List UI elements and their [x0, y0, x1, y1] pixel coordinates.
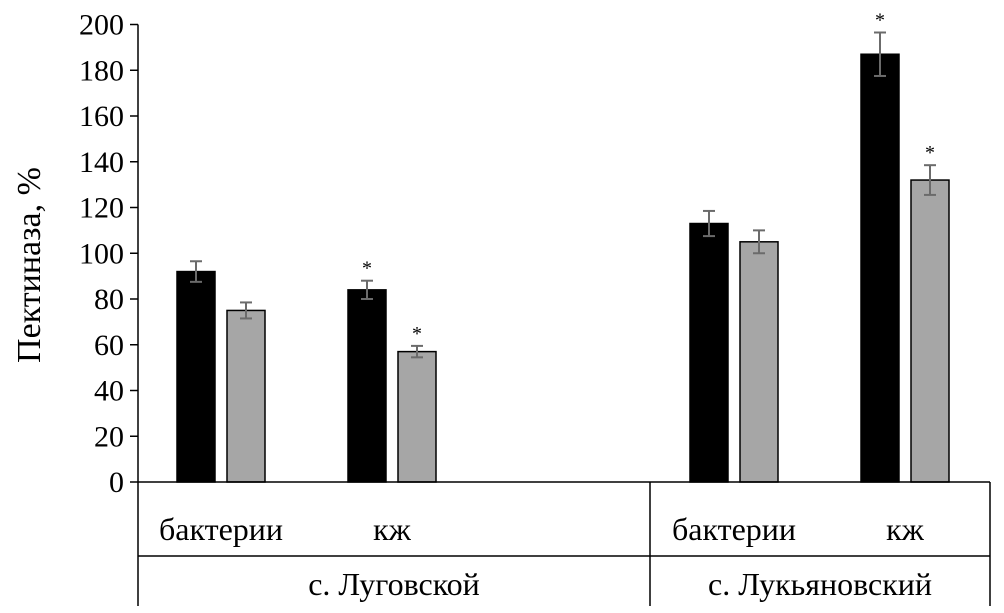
significance-mark: * — [362, 258, 372, 280]
bar — [860, 53, 900, 483]
bar — [739, 241, 779, 483]
category-label: кж — [373, 511, 412, 547]
category-label: кж — [886, 511, 925, 547]
bar — [347, 289, 387, 483]
y-tick-label: 60 — [94, 329, 124, 362]
category-axis: с. Луговской бактерии кж с. Лукьяновский бак… — [137, 481, 991, 606]
y-tick-label: 140 — [79, 146, 124, 179]
significance-mark: * — [412, 323, 422, 345]
bar — [226, 309, 266, 483]
y-tick-label: 40 — [94, 375, 124, 408]
y-axis: 0 20 40 60 80 100 120 140 160 180 200 — [79, 9, 139, 499]
significance-mark: * — [875, 10, 885, 32]
category-label: бактерии — [672, 511, 796, 547]
y-tick-label: 80 — [94, 283, 124, 316]
bar — [176, 270, 216, 483]
bars-layer: * * * * — [176, 10, 950, 483]
y-tick-label: 120 — [79, 192, 124, 225]
y-tick-label: 20 — [94, 420, 124, 453]
y-tick-label: 200 — [79, 9, 124, 42]
y-tick-label: 100 — [79, 237, 124, 270]
bar — [397, 350, 437, 483]
group-label: с. Луговской — [308, 566, 480, 602]
significance-mark: * — [925, 142, 935, 164]
y-axis-label: Пектиназа, % — [11, 167, 48, 363]
bar — [689, 222, 729, 483]
y-tick-label: 160 — [79, 100, 124, 133]
bar — [910, 179, 950, 483]
category-label: бактерии — [159, 511, 283, 547]
group-label: с. Лукьяновский — [708, 566, 932, 602]
y-tick-label: 180 — [79, 54, 124, 87]
y-tick-label: 0 — [109, 466, 124, 499]
